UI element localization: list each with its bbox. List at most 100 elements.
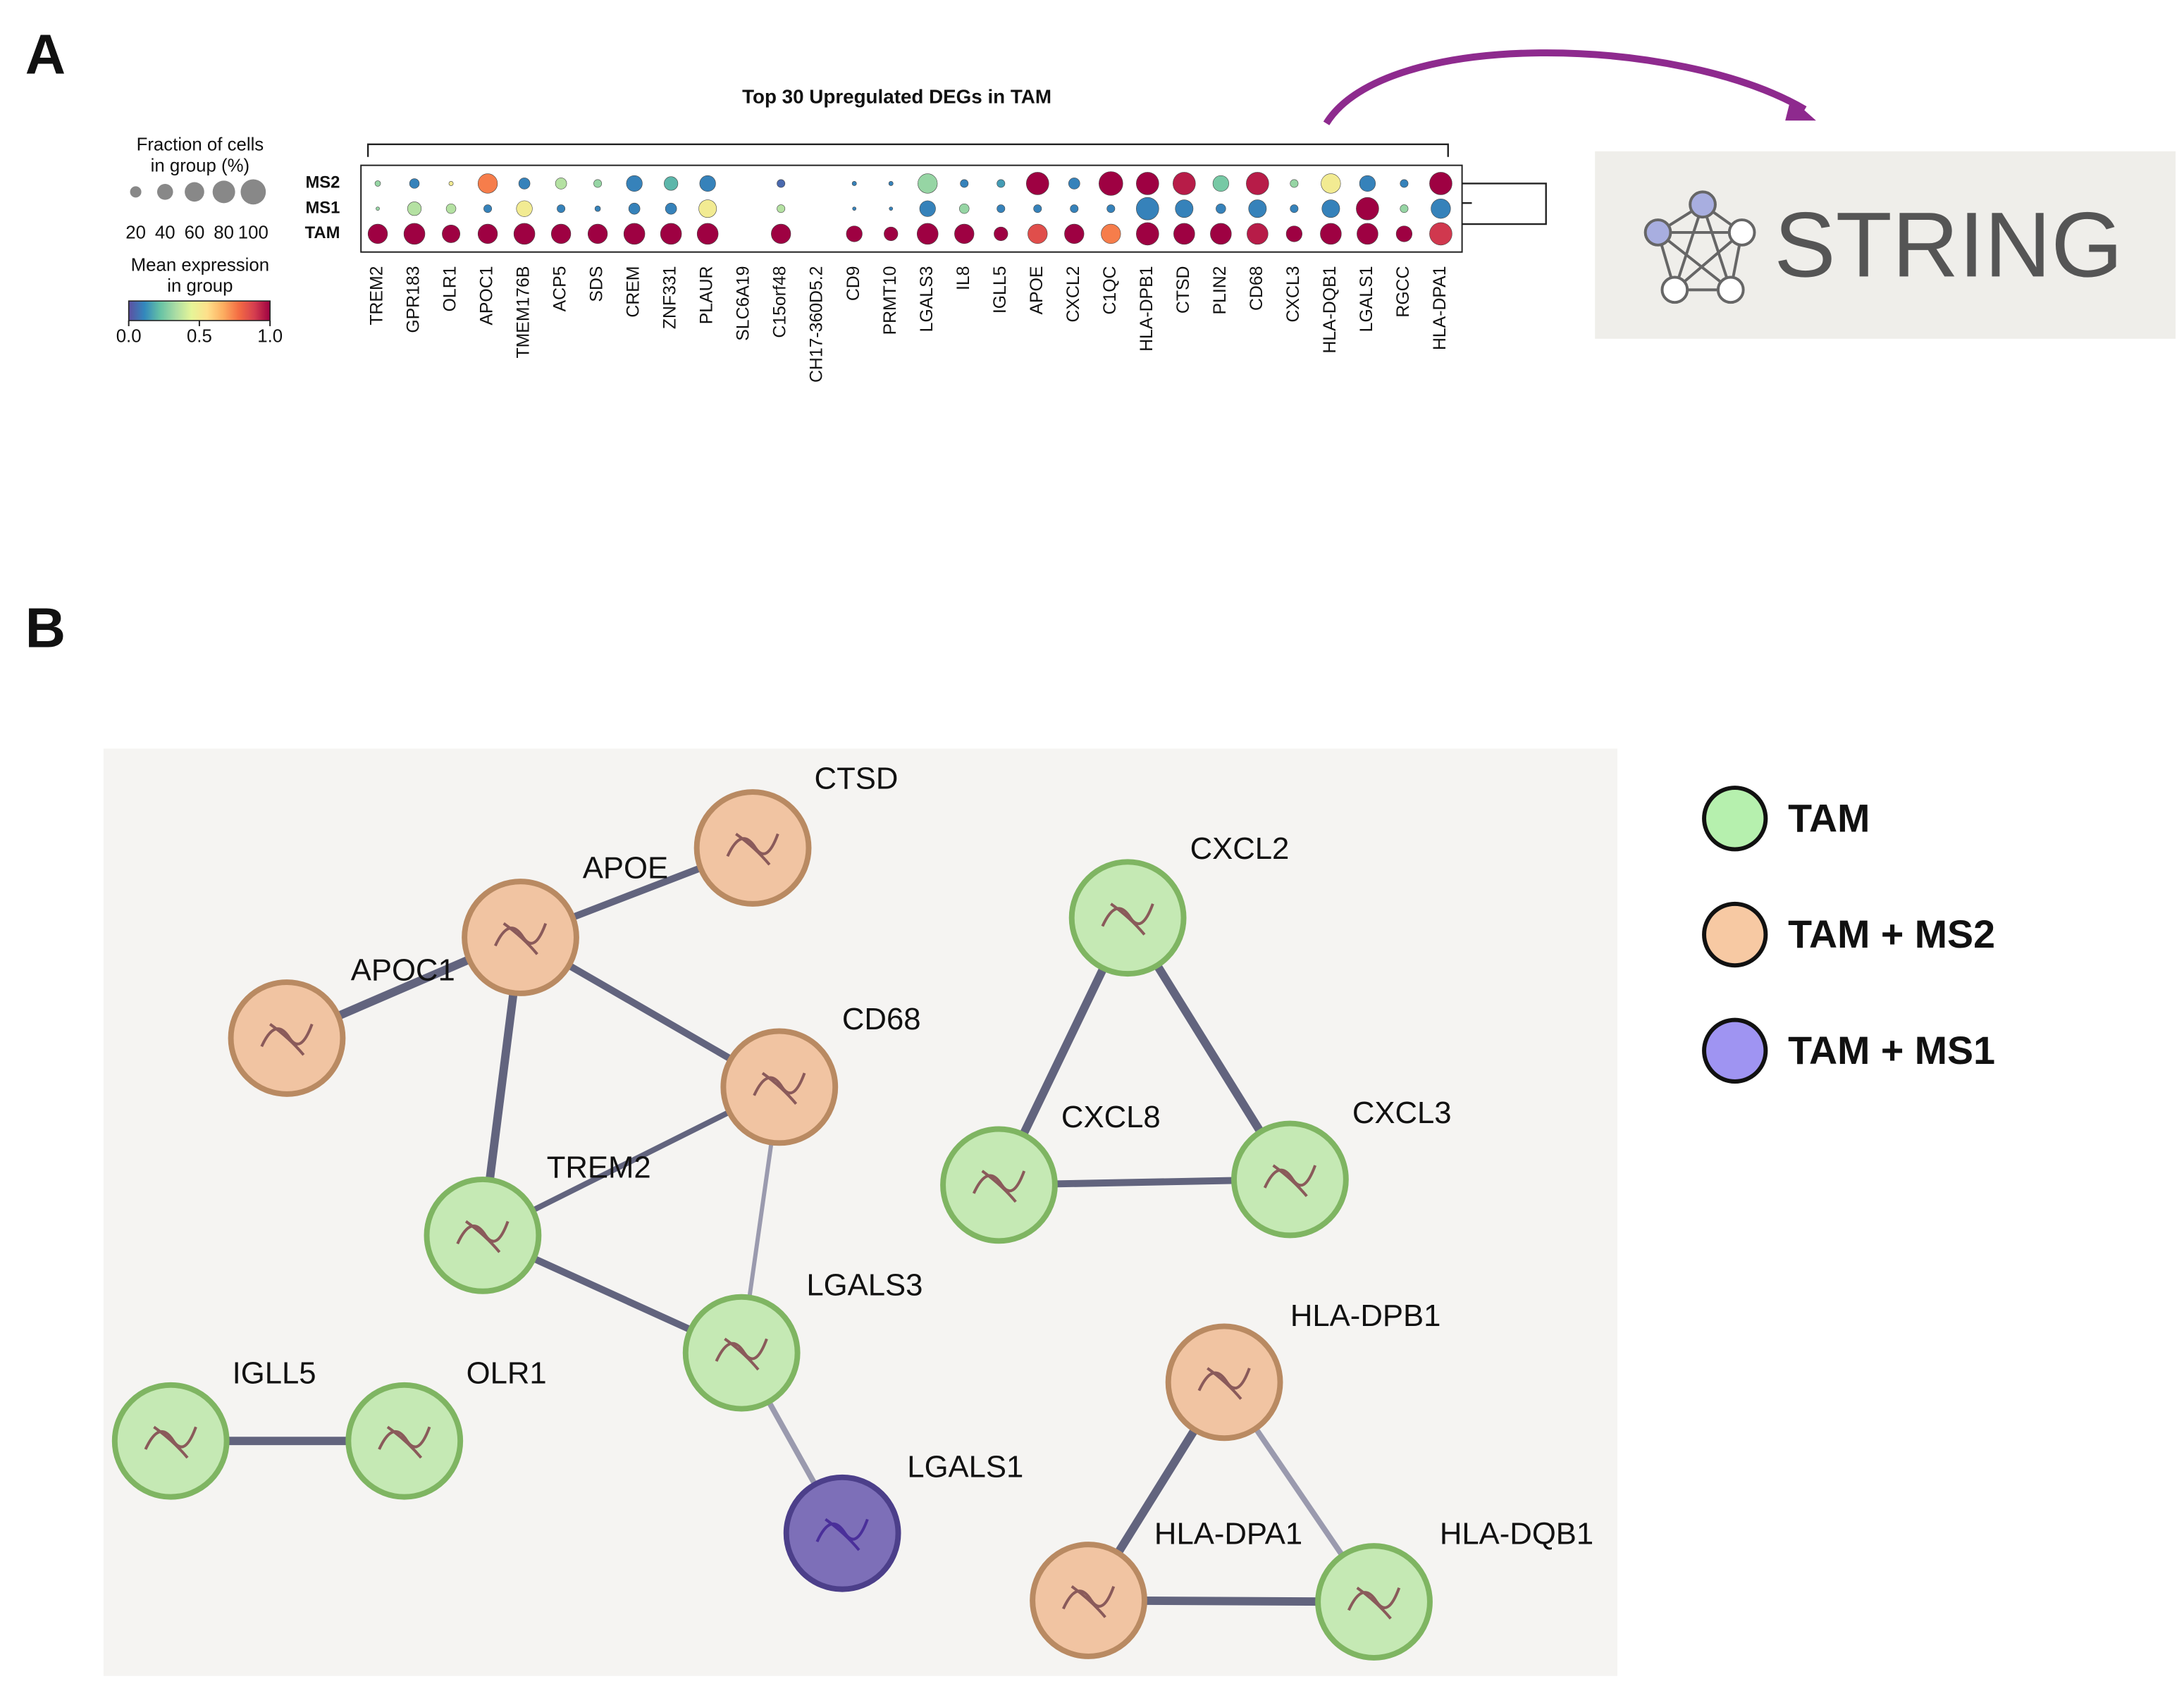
gene-label: IGLL5 bbox=[991, 266, 1010, 314]
gene-label: APOC1 bbox=[478, 266, 497, 326]
colorbar-label: 0.0 bbox=[116, 327, 142, 347]
row-label: MS2 bbox=[305, 173, 340, 192]
row-label: MS1 bbox=[305, 198, 340, 217]
dot bbox=[367, 223, 388, 244]
gene-label: PLAUR bbox=[698, 266, 717, 325]
gene-label: LGALS3 bbox=[918, 266, 937, 333]
dot bbox=[1320, 223, 1342, 245]
dot bbox=[960, 179, 969, 188]
legend-swatch bbox=[1702, 786, 1768, 852]
gene-label: SLC6A19 bbox=[734, 266, 753, 341]
dot bbox=[1400, 204, 1409, 213]
node-structure bbox=[815, 1518, 869, 1551]
dot bbox=[665, 202, 677, 215]
dot bbox=[696, 223, 719, 245]
dot bbox=[409, 178, 420, 189]
gene-label: ACP5 bbox=[551, 266, 570, 312]
colorbar bbox=[128, 300, 271, 321]
size-legend-dot bbox=[240, 179, 266, 205]
size-legend-dot bbox=[185, 182, 204, 202]
legend-title: in group bbox=[167, 276, 233, 296]
dot bbox=[660, 223, 682, 245]
dot bbox=[698, 199, 717, 218]
node-label: CXCL2 bbox=[1190, 831, 1290, 866]
dot bbox=[1285, 225, 1302, 242]
dot bbox=[513, 223, 536, 245]
dot bbox=[1033, 204, 1042, 213]
dot bbox=[448, 181, 454, 186]
gene-label: HLA-DPA1 bbox=[1431, 266, 1450, 350]
dotplot-frame bbox=[360, 164, 1463, 253]
dot bbox=[477, 223, 498, 244]
dot bbox=[851, 181, 857, 186]
dot bbox=[407, 202, 422, 216]
dot bbox=[1321, 199, 1340, 218]
node-structure bbox=[715, 1337, 768, 1371]
dot bbox=[1212, 175, 1229, 192]
node-label: HLA-DPB1 bbox=[1290, 1298, 1441, 1333]
legend-label: TAM + MS2 bbox=[1788, 912, 1995, 956]
gene-label: CTSD bbox=[1174, 266, 1193, 314]
node-structure bbox=[456, 1220, 510, 1253]
dot bbox=[1025, 172, 1049, 195]
legend-title: Mean expression bbox=[131, 255, 269, 275]
legend-title: Fraction of cells bbox=[137, 135, 264, 155]
size-legend-dot bbox=[130, 186, 142, 198]
size-legend-dot bbox=[156, 184, 173, 200]
dot bbox=[628, 202, 641, 215]
dot bbox=[376, 206, 380, 211]
dot bbox=[994, 226, 1008, 242]
legend-label: TAM bbox=[1788, 796, 1870, 840]
node-label: HLA-DPA1 bbox=[1154, 1517, 1302, 1551]
gene-label: C1QC bbox=[1101, 266, 1120, 315]
dot bbox=[1216, 203, 1226, 214]
string-icon bbox=[1643, 190, 1756, 304]
gene-label: PLIN2 bbox=[1211, 266, 1230, 315]
node-label: OLR1 bbox=[467, 1356, 547, 1390]
dot bbox=[1247, 223, 1269, 245]
dendrogram bbox=[1462, 182, 1547, 225]
dot bbox=[1429, 172, 1452, 195]
dot bbox=[1136, 197, 1159, 221]
size-legend-label: 60 bbox=[185, 223, 205, 243]
dot bbox=[1321, 173, 1341, 194]
dot bbox=[1210, 223, 1232, 245]
dot bbox=[889, 206, 894, 211]
node-structure bbox=[1347, 1587, 1401, 1620]
dot bbox=[1136, 222, 1159, 246]
dot bbox=[1290, 179, 1299, 188]
node-label: APOE bbox=[583, 851, 668, 886]
dot bbox=[1136, 172, 1159, 195]
dot bbox=[1429, 222, 1452, 246]
node-structure bbox=[972, 1170, 1026, 1203]
dot bbox=[777, 179, 786, 188]
node-label: HLA-DQB1 bbox=[1440, 1517, 1593, 1551]
dot bbox=[777, 204, 786, 213]
gene-label: RGCC bbox=[1394, 266, 1413, 318]
gene-label: SDS bbox=[588, 266, 607, 302]
gene-label: CREM bbox=[624, 266, 643, 318]
node-structure bbox=[144, 1425, 197, 1459]
dot bbox=[1246, 172, 1269, 195]
string-logo-box bbox=[1595, 151, 2176, 339]
dot bbox=[1028, 223, 1048, 244]
gene-label: CH17-360D5.2 bbox=[808, 266, 827, 383]
dot bbox=[1400, 179, 1409, 188]
node-structure bbox=[493, 922, 548, 955]
legend-title: in group (%) bbox=[151, 156, 250, 175]
node-structure bbox=[378, 1425, 431, 1459]
dot bbox=[916, 223, 939, 245]
gene-label: APOE bbox=[1028, 266, 1047, 315]
size-legend-dot bbox=[212, 180, 235, 204]
dot bbox=[959, 203, 970, 214]
node-label: LGALS1 bbox=[907, 1449, 1023, 1484]
gene-label: HLA-DPB1 bbox=[1137, 266, 1156, 352]
dot bbox=[442, 224, 460, 243]
colorbar-label: 1.0 bbox=[257, 327, 283, 347]
node-label: TREM2 bbox=[547, 1151, 651, 1185]
legend-label: TAM + MS1 bbox=[1788, 1029, 1995, 1072]
panel-label: B bbox=[25, 597, 66, 659]
dot bbox=[997, 179, 1006, 188]
dot bbox=[587, 223, 608, 244]
gene-label: IL8 bbox=[954, 266, 973, 290]
